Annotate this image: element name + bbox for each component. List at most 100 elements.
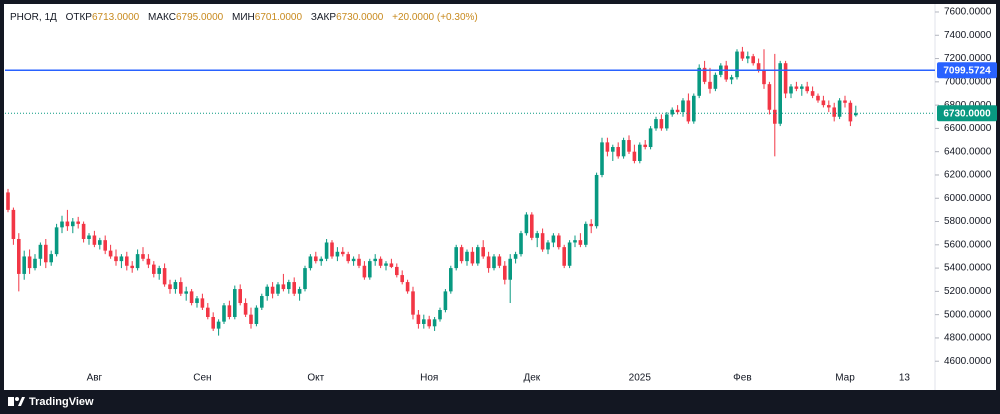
candle-body <box>281 284 286 290</box>
candle-body <box>49 254 53 263</box>
candle-body <box>465 251 469 262</box>
candle-body <box>6 192 10 210</box>
candle-body <box>476 247 480 264</box>
candle-body <box>152 264 156 274</box>
candle-body <box>346 254 350 262</box>
candle-body <box>249 314 253 324</box>
candle-body <box>702 67 707 82</box>
candle-body <box>130 265 134 269</box>
candle-body <box>611 147 615 152</box>
candle-body <box>141 254 145 259</box>
y-tick-label: 7400.0000 <box>944 30 992 41</box>
candle-body <box>238 289 242 304</box>
candle-body <box>260 296 264 308</box>
candle-body <box>756 63 761 71</box>
y-tick-label: 6400.0000 <box>944 146 992 157</box>
candle-body <box>800 86 804 89</box>
candle-body <box>832 107 836 117</box>
candle-body <box>519 233 523 255</box>
close-value: 6730.0000 <box>336 12 384 23</box>
candles <box>6 46 858 336</box>
x-tick-label: Сен <box>193 373 211 384</box>
brand-logo[interactable]: TradingView <box>8 396 94 408</box>
x-tick-label: Ноя <box>420 373 438 384</box>
candle-body <box>287 282 291 290</box>
candle-body <box>670 109 674 115</box>
candle-body <box>692 95 696 122</box>
candle-body <box>330 242 334 257</box>
candle-body <box>821 100 826 106</box>
candle-body <box>848 102 853 122</box>
high-value: 6795.0000 <box>176 12 224 23</box>
y-tick-label: 7600.0000 <box>944 7 992 18</box>
candle-body <box>459 247 464 262</box>
candle-body <box>157 268 161 274</box>
candle-body <box>562 247 566 266</box>
candle-body <box>708 81 712 89</box>
x-tick-label: Окт <box>307 373 324 384</box>
candle-body <box>335 251 340 257</box>
candle-body <box>17 238 21 274</box>
candle-body <box>740 51 745 59</box>
logo-part <box>15 397 19 401</box>
candle-body <box>33 258 37 269</box>
candle-body <box>206 307 210 317</box>
candle-body <box>837 100 842 117</box>
candle-body <box>22 256 26 274</box>
candle-body <box>27 256 32 269</box>
candle-body <box>341 251 345 255</box>
candle-body <box>389 263 394 267</box>
candle-body <box>697 67 701 96</box>
candle-body <box>492 256 496 269</box>
candle-body <box>384 263 388 266</box>
candle-body <box>767 84 772 110</box>
candle-body <box>324 242 329 259</box>
candle-body <box>98 240 102 245</box>
legend: PHOR, 1Д ОТКР6713.0000 МАКС6795.0000 МИН… <box>10 12 478 23</box>
candle-body <box>427 319 431 327</box>
candle-body <box>713 74 718 89</box>
candle-body <box>103 240 107 251</box>
x-tick-label: 13 <box>899 373 911 384</box>
candle-body <box>179 282 183 294</box>
candle-body <box>810 91 815 96</box>
candle-body <box>119 256 124 262</box>
candle-body <box>686 100 691 122</box>
candle-body <box>395 266 399 276</box>
price-badge <box>937 62 997 79</box>
low-value: 6701.0000 <box>255 12 303 23</box>
candle-body <box>854 113 858 116</box>
candle-body <box>292 282 296 294</box>
candle-body <box>681 100 685 113</box>
candle-body <box>76 221 80 224</box>
x-tick-label: Фев <box>733 373 751 384</box>
candle-body <box>432 319 437 327</box>
candle-body <box>211 316 215 329</box>
candle-body <box>746 56 750 59</box>
candle-body <box>233 289 237 317</box>
candle-body <box>594 174 599 227</box>
price-badge-label: 7099.5724 <box>943 65 991 76</box>
candle-body <box>65 221 70 227</box>
candle-body <box>589 223 593 227</box>
y-tick-label: 5600.0000 <box>944 239 992 250</box>
candle-body <box>843 100 847 103</box>
candle-body <box>751 56 755 64</box>
candle-body <box>135 254 140 269</box>
candle-body <box>816 95 820 101</box>
candle-body <box>108 250 113 257</box>
y-tick-label: 6600.0000 <box>944 123 992 134</box>
candle-body <box>87 235 91 239</box>
candle-body <box>573 240 577 243</box>
candle-body <box>373 258 377 262</box>
candle-body <box>173 282 178 290</box>
candle-body <box>638 144 642 161</box>
candle-body <box>616 147 620 157</box>
candle-body <box>729 77 734 80</box>
candle-body <box>783 63 788 94</box>
candle-body <box>314 256 318 262</box>
candle-body <box>449 268 453 292</box>
candle-body <box>551 235 556 243</box>
candle-body <box>778 63 782 124</box>
